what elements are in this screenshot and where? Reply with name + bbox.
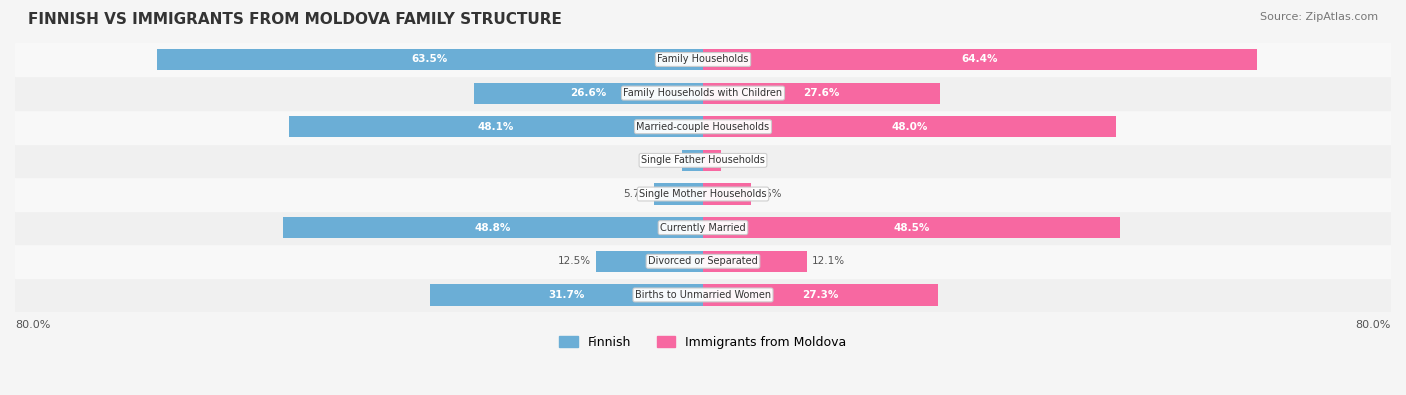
Bar bbox=[596, 251, 703, 272]
Text: Single Father Households: Single Father Households bbox=[641, 155, 765, 166]
Text: FINNISH VS IMMIGRANTS FROM MOLDOVA FAMILY STRUCTURE: FINNISH VS IMMIGRANTS FROM MOLDOVA FAMIL… bbox=[28, 12, 562, 27]
Text: Currently Married: Currently Married bbox=[661, 223, 745, 233]
Text: Family Households with Children: Family Households with Children bbox=[623, 88, 783, 98]
Bar bbox=[703, 183, 751, 205]
Text: 12.1%: 12.1% bbox=[811, 256, 845, 266]
Bar bbox=[157, 49, 703, 70]
Text: Married-couple Households: Married-couple Households bbox=[637, 122, 769, 132]
Text: Source: ZipAtlas.com: Source: ZipAtlas.com bbox=[1260, 12, 1378, 22]
Text: 48.8%: 48.8% bbox=[475, 223, 512, 233]
Text: 48.0%: 48.0% bbox=[891, 122, 928, 132]
Text: 26.6%: 26.6% bbox=[571, 88, 607, 98]
Bar bbox=[15, 211, 1391, 245]
Bar bbox=[15, 110, 1391, 143]
Bar bbox=[703, 217, 1121, 238]
Bar bbox=[430, 284, 703, 305]
Bar bbox=[15, 177, 1391, 211]
Text: 5.6%: 5.6% bbox=[755, 189, 782, 199]
Text: 27.3%: 27.3% bbox=[803, 290, 838, 300]
Text: 27.6%: 27.6% bbox=[803, 88, 839, 98]
Bar bbox=[15, 43, 1391, 76]
Text: 2.4%: 2.4% bbox=[651, 155, 678, 166]
Bar bbox=[703, 284, 938, 305]
Text: 80.0%: 80.0% bbox=[15, 320, 51, 330]
Text: 5.7%: 5.7% bbox=[623, 189, 650, 199]
Text: 64.4%: 64.4% bbox=[962, 55, 998, 64]
Legend: Finnish, Immigrants from Moldova: Finnish, Immigrants from Moldova bbox=[554, 331, 852, 354]
Bar bbox=[703, 49, 1257, 70]
Bar bbox=[474, 83, 703, 104]
Text: Family Households: Family Households bbox=[658, 55, 748, 64]
Bar bbox=[15, 278, 1391, 312]
Bar bbox=[15, 143, 1391, 177]
Text: 80.0%: 80.0% bbox=[1355, 320, 1391, 330]
Bar bbox=[703, 251, 807, 272]
Text: 2.1%: 2.1% bbox=[725, 155, 752, 166]
Bar bbox=[290, 116, 703, 137]
Bar bbox=[682, 150, 703, 171]
Bar bbox=[15, 245, 1391, 278]
Text: 48.1%: 48.1% bbox=[478, 122, 515, 132]
Text: Single Mother Households: Single Mother Households bbox=[640, 189, 766, 199]
Bar bbox=[654, 183, 703, 205]
Bar bbox=[703, 150, 721, 171]
Bar bbox=[284, 217, 703, 238]
Text: 12.5%: 12.5% bbox=[558, 256, 591, 266]
Bar bbox=[15, 76, 1391, 110]
Bar bbox=[703, 83, 941, 104]
Text: 63.5%: 63.5% bbox=[412, 55, 449, 64]
Text: 31.7%: 31.7% bbox=[548, 290, 585, 300]
Bar bbox=[703, 116, 1116, 137]
Text: Divorced or Separated: Divorced or Separated bbox=[648, 256, 758, 266]
Text: 48.5%: 48.5% bbox=[893, 223, 929, 233]
Text: Births to Unmarried Women: Births to Unmarried Women bbox=[636, 290, 770, 300]
